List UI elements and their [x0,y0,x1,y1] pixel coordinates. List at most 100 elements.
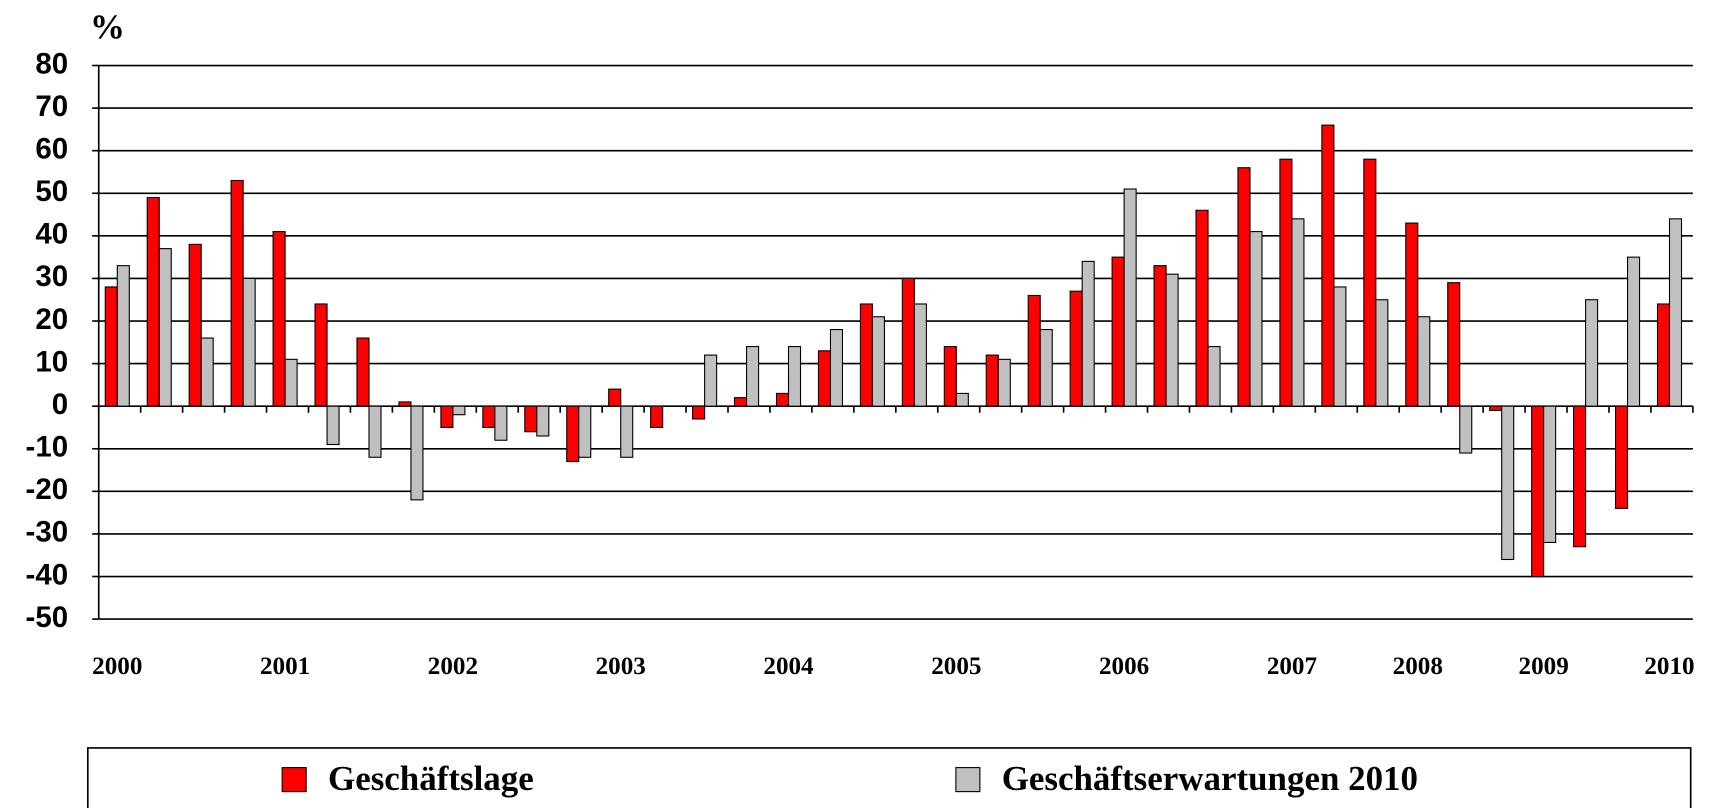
bar [1321,124,1335,407]
bar [1333,286,1347,407]
bar [1405,222,1419,407]
bar [440,405,454,429]
bar [158,248,172,407]
bar [1195,209,1209,407]
bar [829,328,844,407]
bar [1165,273,1179,407]
bar [272,231,286,407]
y-tick-label: 40 [35,218,68,251]
bar [146,196,160,407]
bar [787,346,802,407]
bar [1207,346,1221,407]
y-axis-label: % [90,8,125,47]
bar [1153,265,1167,407]
bar [1279,158,1293,407]
legend-label: Geschäftserwartungen 2010 [1002,759,1418,798]
bar [1459,405,1473,454]
y-tick-label: 60 [35,132,68,165]
legend-swatch [281,767,307,793]
y-tick-label: 70 [35,90,68,123]
bar [1585,299,1599,407]
bar [620,405,634,458]
bar [284,358,298,407]
x-tick-label: 2002 [428,653,478,680]
y-tick-label: -10 [26,431,69,464]
bar [1039,328,1053,407]
bar [566,405,580,463]
bar [494,405,508,441]
x-tick-label: 2003 [596,653,646,680]
bar [997,358,1011,407]
bar [524,405,538,433]
bar [1543,405,1557,543]
bar [692,405,706,420]
bar [913,303,927,407]
bar [704,354,718,407]
x-tick-label: 2000 [92,653,142,680]
bar [746,346,760,407]
bar [1447,282,1461,407]
bar [1573,405,1587,548]
bar [242,277,256,407]
x-tick-label: 2006 [1099,653,1149,680]
bar [817,350,832,407]
bar [116,265,130,407]
bar [985,354,999,407]
y-tick-label: -50 [26,601,69,634]
y-tick-label: 20 [35,303,68,336]
bar [482,405,496,429]
bar [1627,256,1641,407]
bar [1123,188,1137,407]
bar [955,392,969,407]
bar [1531,405,1545,578]
bar [1237,167,1251,407]
bar [1081,260,1095,407]
bar [1111,256,1125,407]
bar [398,401,412,407]
y-tick-label: 30 [35,260,68,293]
legend-box [86,747,1692,808]
y-tick-label: 0 [52,388,68,421]
bar [734,397,748,407]
bar [188,243,202,407]
bar [104,286,118,407]
bar [943,346,957,407]
bar [578,405,592,458]
x-tick-label: 2005 [931,653,981,680]
bar [536,405,550,437]
y-tick-label: 80 [35,47,68,80]
bar [1291,218,1305,407]
bar [326,405,340,446]
x-tick-label: 2004 [763,653,814,680]
bar [356,337,370,407]
x-tick-label: 2007 [1267,653,1317,680]
bar [1375,299,1389,407]
bar [1489,405,1503,411]
bar [1614,405,1629,509]
bar [608,388,622,407]
bar [368,405,382,458]
bar [1069,290,1083,407]
legend-swatch [955,767,981,793]
bar [859,303,873,407]
bar [1501,405,1515,561]
bar [775,392,790,407]
bar [1668,218,1683,407]
legend-label: Geschäftslage [328,759,534,798]
bar [314,303,328,407]
bar [1027,294,1041,407]
y-tick-label: 50 [35,175,68,208]
bar [410,405,424,501]
x-tick-label: 2001 [260,653,310,680]
bar [1249,231,1263,407]
bar [200,337,214,407]
bar [650,405,664,429]
x-tick-label: 2010 [1644,653,1694,680]
bar [230,179,244,407]
bar [901,277,915,407]
y-tick-label: -20 [26,473,69,506]
y-tick-label: -40 [26,558,69,591]
bar [1656,303,1671,407]
y-tick-label: -30 [26,516,69,549]
